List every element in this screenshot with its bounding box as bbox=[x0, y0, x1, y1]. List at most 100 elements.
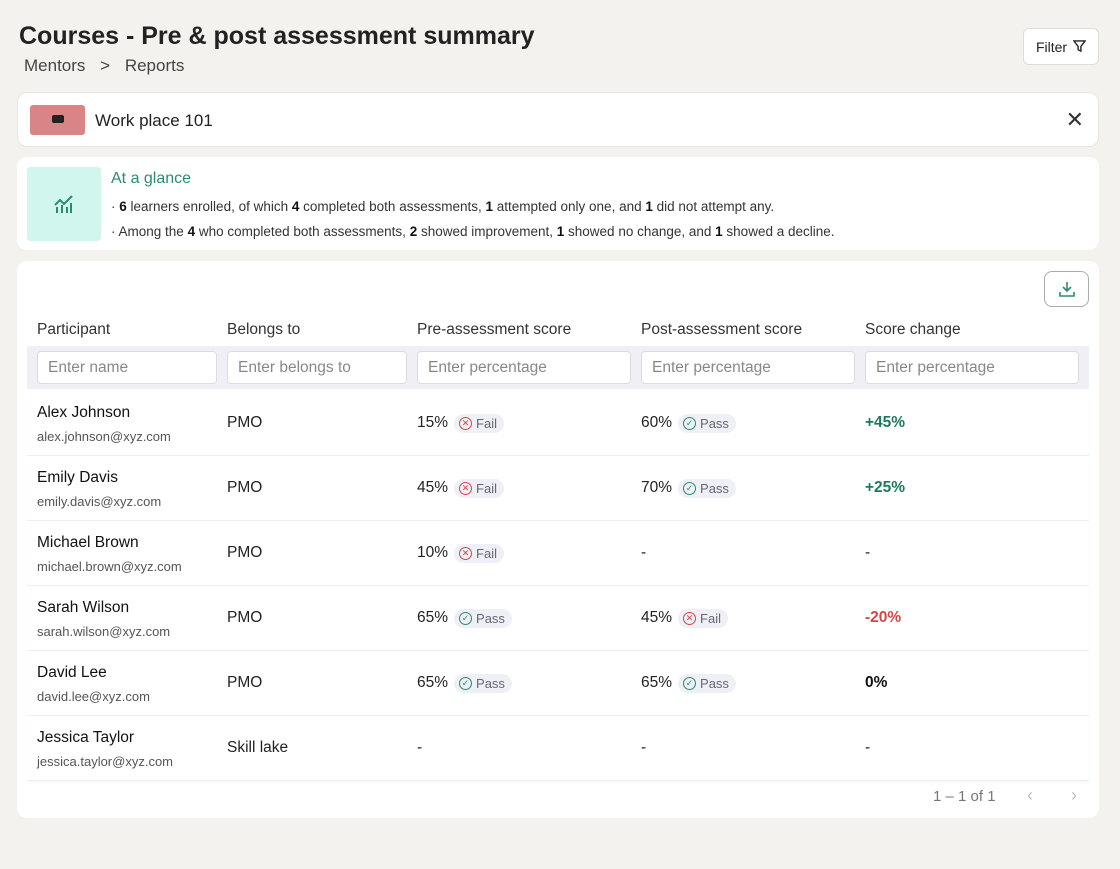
table-row: Michael Brown michael.brown@xyz.com PMO … bbox=[27, 521, 1089, 586]
fail-badge: ✕ Fail bbox=[454, 479, 504, 498]
download-icon bbox=[1058, 282, 1075, 297]
belongs-to: PMO bbox=[227, 479, 263, 496]
post-score: - bbox=[641, 739, 646, 757]
status-label: Fail bbox=[476, 546, 497, 561]
check-circle-icon: ✓ bbox=[683, 677, 697, 690]
belongs-to: PMO bbox=[227, 544, 263, 561]
post-score: 70% ✓ Pass bbox=[641, 479, 736, 498]
participant-email: sarah.wilson@xyz.com bbox=[37, 624, 171, 639]
x-circle-icon: ✕ bbox=[683, 612, 697, 625]
pagination-label: 1 – 1 of 1 bbox=[933, 788, 996, 805]
score-change: 0% bbox=[865, 674, 888, 691]
pass-badge: ✓ Pass bbox=[454, 674, 512, 693]
belongs-to-filter-input[interactable] bbox=[227, 351, 407, 384]
breadcrumb: Mentors > Reports bbox=[24, 56, 194, 76]
post-score-value: 70% bbox=[641, 479, 673, 496]
participant-name: Alex Johnson bbox=[37, 404, 131, 421]
glance-count: 6 bbox=[119, 199, 127, 214]
belongs-to: PMO bbox=[227, 609, 263, 626]
pass-badge: ✓ Pass bbox=[678, 479, 736, 498]
table-row: Alex Johnson alex.johnson@xyz.com PMO 15… bbox=[27, 391, 1089, 456]
post-score-value: 60% bbox=[641, 414, 673, 431]
score-change: -20% bbox=[865, 609, 902, 626]
glance-text: showed no change, and bbox=[564, 224, 716, 239]
participant-email: alex.johnson@xyz.com bbox=[37, 429, 171, 444]
course-name: Work place 101 bbox=[95, 111, 213, 130]
filter-row bbox=[27, 346, 1089, 389]
post-score-filter-input[interactable] bbox=[641, 351, 855, 384]
participant-name: Michael Brown bbox=[37, 534, 139, 551]
glance-text: attempted only one, and bbox=[492, 199, 646, 214]
post-score: 60% ✓ Pass bbox=[641, 414, 736, 433]
belongs-to: PMO bbox=[227, 414, 263, 431]
glance-text: completed both assessments, bbox=[299, 199, 486, 214]
status-label: Fail bbox=[476, 416, 497, 431]
glance-line-2: · Among the 4 who completed both assessm… bbox=[111, 224, 835, 239]
status-label: Fail bbox=[700, 611, 721, 626]
glance-count: 2 bbox=[409, 224, 418, 239]
x-circle-icon: ✕ bbox=[459, 417, 473, 430]
column-header-pre-score: Pre-assessment score bbox=[417, 321, 572, 338]
pre-score-value: - bbox=[417, 739, 423, 756]
check-circle-icon: ✓ bbox=[683, 482, 697, 495]
participant-name: Jessica Taylor bbox=[37, 729, 135, 746]
participant-email: david.lee@xyz.com bbox=[37, 689, 150, 704]
check-circle-icon: ✓ bbox=[683, 417, 697, 430]
breadcrumb-separator: > bbox=[100, 56, 111, 75]
name-filter-input[interactable] bbox=[37, 351, 217, 384]
pre-score-filter-input[interactable] bbox=[417, 351, 631, 384]
pre-score: - bbox=[417, 739, 422, 757]
download-button[interactable] bbox=[1044, 271, 1089, 307]
glance-text: showed improvement, bbox=[417, 224, 557, 239]
glance-count: 1 bbox=[556, 224, 565, 239]
belongs-to: PMO bbox=[227, 674, 263, 691]
check-circle-icon: ✓ bbox=[459, 612, 473, 625]
glance-count: 1 bbox=[645, 199, 653, 214]
breadcrumb-mentors[interactable]: Mentors bbox=[24, 56, 86, 75]
x-circle-icon: ✕ bbox=[459, 482, 473, 495]
fail-badge: ✕ Fail bbox=[454, 544, 504, 563]
glance-text: Among the bbox=[118, 224, 188, 239]
score-change: - bbox=[865, 739, 871, 756]
status-label: Pass bbox=[700, 676, 729, 691]
pre-score: 45% ✕ Fail bbox=[417, 479, 504, 498]
participant-name: Sarah Wilson bbox=[37, 599, 130, 616]
score-change: - bbox=[865, 544, 871, 561]
course-thumbnail bbox=[30, 105, 85, 135]
filter-icon bbox=[1073, 40, 1087, 53]
status-label: Pass bbox=[476, 611, 505, 626]
breadcrumb-reports[interactable]: Reports bbox=[124, 56, 185, 75]
participant-email: jessica.taylor@xyz.com bbox=[37, 754, 174, 769]
filter-button[interactable]: Filter bbox=[1023, 28, 1099, 65]
post-score-value: 65% bbox=[641, 674, 673, 691]
pre-score: 15% ✕ Fail bbox=[417, 414, 504, 433]
check-circle-icon: ✓ bbox=[459, 677, 473, 690]
table-row: Sarah Wilson sarah.wilson@xyz.com PMO 65… bbox=[27, 586, 1089, 651]
pre-score: 10% ✕ Fail bbox=[417, 544, 504, 563]
belongs-to: Skill lake bbox=[227, 739, 289, 756]
score-change: +25% bbox=[865, 479, 906, 496]
glance-text: who completed both assessments, bbox=[195, 224, 410, 239]
page-title: Courses - Pre & post assessment summary bbox=[19, 22, 535, 50]
score-change-filter-input[interactable] bbox=[865, 351, 1079, 384]
participant-email: emily.davis@xyz.com bbox=[37, 494, 162, 509]
pass-badge: ✓ Pass bbox=[678, 414, 736, 433]
course-card: Work place 101 ✕ bbox=[17, 92, 1099, 147]
report-table: Participant Belongs to Pre-assessment sc… bbox=[17, 261, 1099, 818]
pre-score: 65% ✓ Pass bbox=[417, 609, 512, 628]
post-score: 65% ✓ Pass bbox=[641, 674, 736, 693]
participant-email: michael.brown@xyz.com bbox=[37, 559, 182, 574]
glance-count: 1 bbox=[715, 224, 723, 239]
pass-badge: ✓ Pass bbox=[454, 609, 512, 628]
prev-page-icon[interactable]: ‹ bbox=[1027, 785, 1033, 805]
glance-count: 1 bbox=[485, 199, 493, 214]
score-change: +45% bbox=[865, 414, 906, 431]
status-label: Fail bbox=[476, 481, 497, 496]
close-icon[interactable]: ✕ bbox=[1065, 107, 1084, 132]
participant-name: Emily Davis bbox=[37, 469, 118, 486]
status-label: Pass bbox=[476, 676, 505, 691]
filter-label: Filter bbox=[1035, 38, 1068, 55]
pre-score: 65% ✓ Pass bbox=[417, 674, 512, 693]
glance-line-1: · 6 learners enrolled, of which 4 comple… bbox=[111, 199, 775, 214]
next-page-icon[interactable]: › bbox=[1071, 785, 1077, 805]
